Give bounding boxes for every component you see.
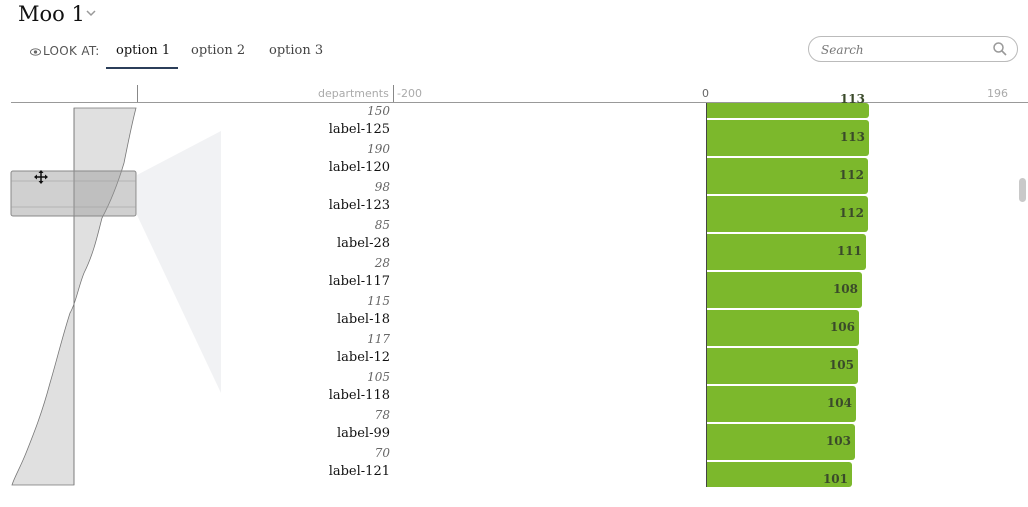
bar[interactable]: 104 (707, 386, 856, 422)
bar-value-label: 112 (838, 168, 864, 182)
look-at-label: LOOK AT: (30, 44, 100, 58)
row-label[interactable]: label-120 (328, 160, 390, 175)
axis-line (11, 102, 1028, 103)
tab-option-2[interactable]: option 2 (191, 43, 246, 58)
overview-minimap[interactable] (0, 103, 230, 488)
row-label[interactable]: label-123 (328, 198, 390, 213)
zero-line (706, 103, 707, 487)
bar[interactable]: 105 (707, 348, 858, 384)
bar[interactable]: 101 (707, 462, 852, 487)
tab-option-1[interactable]: option 1 (116, 43, 171, 58)
row-sub: 98 (374, 180, 390, 194)
row-sub: 115 (367, 294, 390, 308)
axis-min-label: -200 (397, 87, 422, 100)
bar-value-label: 108 (832, 282, 858, 296)
bar[interactable]: 103 (707, 424, 855, 460)
bar-value-label: 111 (836, 244, 862, 258)
row-sub: 190 (367, 142, 390, 156)
bar-value-label: 106 (829, 320, 855, 334)
row-sub: 70 (374, 446, 390, 460)
page-title[interactable]: Moo 1 (18, 2, 85, 26)
row-sub: 150 (367, 104, 390, 118)
bar-value-label: 105 (828, 358, 854, 372)
axis-min-tick (393, 85, 394, 102)
row-label[interactable]: label-118 (328, 388, 390, 403)
bar[interactable]: 108 (707, 272, 862, 308)
row-label[interactable]: label-12 (336, 350, 390, 365)
bar[interactable]: 111 (707, 234, 866, 270)
eye-icon (30, 47, 41, 56)
bar[interactable]: 112 (707, 158, 868, 194)
row-label[interactable]: label-121 (328, 464, 390, 479)
viewport-brush (10, 170, 137, 217)
axis-max-label: 196 (987, 87, 1008, 100)
row-sub: 105 (367, 370, 390, 384)
bar-value-label: 113 (839, 92, 865, 106)
bar-value-label: 101 (822, 472, 848, 486)
search-input[interactable] (819, 41, 988, 59)
axis-name: departments (318, 87, 389, 100)
row-label[interactable]: label-117 (328, 274, 390, 289)
move-icon (34, 170, 48, 184)
look-at-text: LOOK AT: (43, 44, 100, 58)
row-label[interactable]: label-125 (328, 122, 390, 137)
row-sub: 117 (367, 332, 390, 346)
row-label[interactable]: label-99 (336, 426, 390, 441)
zoom-projection (137, 131, 221, 393)
chevron-down-icon[interactable] (85, 7, 97, 19)
search-box[interactable] (808, 36, 1018, 62)
axis-left-tick (137, 85, 138, 102)
bar-value-label: 113 (839, 130, 865, 144)
row-sub: 28 (374, 256, 390, 270)
tab-option-3[interactable]: option 3 (269, 43, 324, 58)
row-label[interactable]: label-28 (336, 236, 390, 251)
bar[interactable]: 113 (707, 92, 869, 118)
row-sub: 78 (374, 408, 390, 422)
bar-value-label: 104 (826, 396, 852, 410)
axis-zero-label: 0 (702, 87, 709, 100)
search-icon[interactable] (993, 42, 1007, 56)
bar-value-label: 112 (838, 206, 864, 220)
bar[interactable]: 113 (707, 120, 869, 156)
row-label[interactable]: label-18 (336, 312, 390, 327)
row-sub: 85 (374, 218, 390, 232)
bar[interactable]: 112 (707, 196, 868, 232)
active-tab-indicator (106, 67, 178, 69)
scrollbar-thumb[interactable] (1019, 178, 1026, 202)
bar[interactable]: 106 (707, 310, 859, 346)
bar-value-label: 103 (825, 434, 851, 448)
